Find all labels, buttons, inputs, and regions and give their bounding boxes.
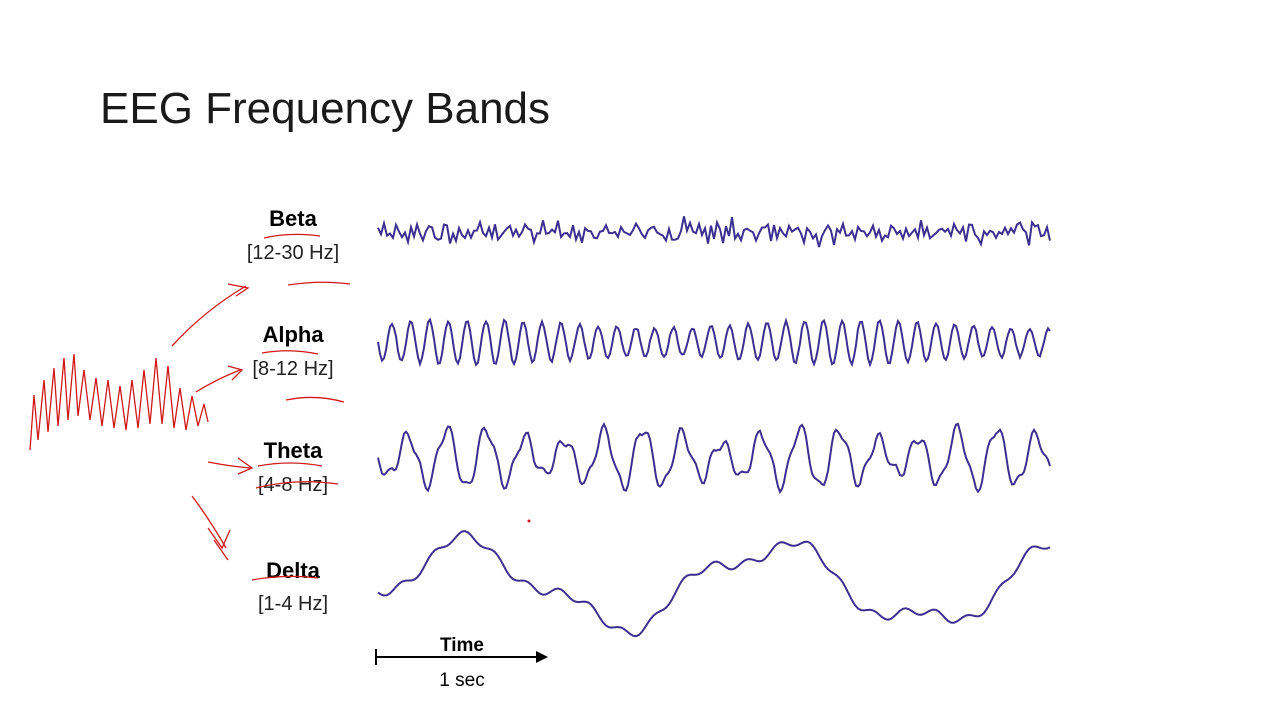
band-range: [8-12 Hz] [252,358,333,380]
eeg-trace [377,422,1051,495]
arrow [191,495,231,561]
band-name: Alpha [262,322,324,347]
band-name: Beta [269,206,317,231]
arrow [207,457,254,475]
band-name: Delta [266,558,321,583]
eeg-trace [377,216,1051,248]
eeg-trace [377,317,1051,368]
dot [527,519,531,523]
handwritten-annotations [29,233,531,581]
slide-title: EEG Frequency Bands [100,84,550,133]
waveforms [377,216,1051,638]
time-arrow-head [536,651,548,663]
arrow [171,283,250,347]
band-range: [12-30 Hz] [247,242,339,264]
time-label: Time [440,635,484,656]
eeg-trace [377,530,1051,638]
underline [251,233,351,581]
band-range: [4-8 Hz] [258,474,328,496]
band-range: [1-4 Hz] [258,593,328,615]
arrow [195,365,244,393]
time-duration: 1 sec [439,670,484,691]
scribble-wave [29,353,209,451]
band-name: Theta [264,438,323,463]
